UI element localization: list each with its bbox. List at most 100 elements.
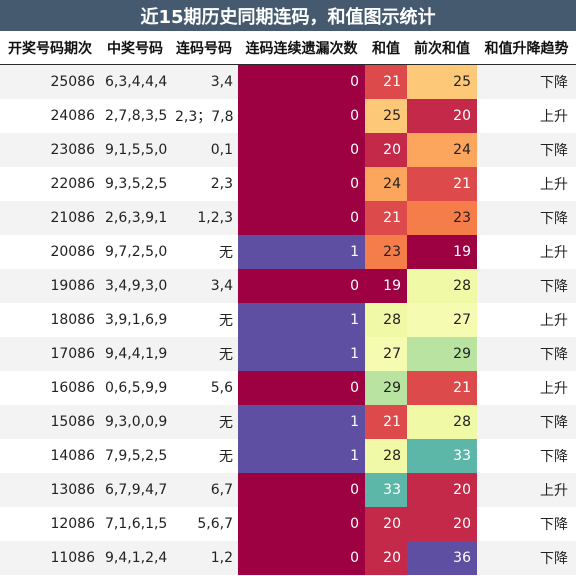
- miss-count-cell: 0: [238, 132, 365, 167]
- table-body: 25086 6,3,4,4,4 3,4 0 21 25 下降 24086 2,7,8,3,5 2,…: [0, 64, 576, 575]
- trend-cell: 下降: [477, 404, 576, 439]
- sum-cell: 21: [365, 404, 407, 439]
- period-cell: 21086: [0, 200, 100, 235]
- consecutive-cell: 5,6,7: [170, 506, 238, 541]
- miss-count-cell: 1: [238, 234, 365, 269]
- sum-cell: 28: [365, 438, 407, 473]
- period-cell: 16086: [0, 370, 100, 405]
- numbers-cell: 9,1,5,5,0: [100, 132, 170, 167]
- numbers-cell: 2,6,3,9,1: [100, 200, 170, 235]
- miss-count-cell: 1: [238, 404, 365, 439]
- consecutive-cell: 1,2,3: [170, 200, 238, 235]
- prev-sum-cell: 23: [407, 200, 477, 235]
- header-miss-count: 连码连续遗漏次数: [238, 31, 365, 65]
- sum-cell: 25: [365, 98, 407, 133]
- sum-cell: 27: [365, 336, 407, 371]
- numbers-cell: 6,7,9,4,7: [100, 472, 170, 507]
- table-row: 20086 9,7,2,5,0 无 1 23 19 上升: [0, 234, 576, 269]
- period-cell: 19086: [0, 268, 100, 303]
- numbers-cell: 6,3,4,4,4: [100, 64, 170, 99]
- period-cell: 22086: [0, 166, 100, 201]
- numbers-cell: 0,6,5,9,9: [100, 370, 170, 405]
- sum-cell: 20: [365, 132, 407, 167]
- table-title: 近15期历史同期连码，和值图示统计: [0, 0, 576, 31]
- miss-count-cell: 0: [238, 64, 365, 99]
- table-row: 22086 9,3,5,2,5 2,3 0 24 21 上升: [0, 166, 576, 201]
- period-cell: 24086: [0, 98, 100, 133]
- table-row: 24086 2,7,8,3,5 2,3；7,8 0 25 20 上升: [0, 98, 576, 133]
- consecutive-cell: 5,6: [170, 370, 238, 405]
- sum-cell: 21: [365, 64, 407, 99]
- numbers-cell: 7,1,6,1,5: [100, 506, 170, 541]
- miss-count-cell: 0: [238, 540, 365, 575]
- period-cell: 11086: [0, 540, 100, 575]
- prev-sum-cell: 36: [407, 540, 477, 575]
- consecutive-cell: 2,3: [170, 166, 238, 201]
- sum-cell: 19: [365, 268, 407, 303]
- header-sum: 和值: [365, 31, 407, 65]
- period-cell: 12086: [0, 506, 100, 541]
- table-row: 11086 9,4,1,2,4 1,2 0 20 36 下降: [0, 540, 576, 575]
- numbers-cell: 9,3,5,2,5: [100, 166, 170, 201]
- miss-count-cell: 1: [238, 438, 365, 473]
- table-row: 14086 7,9,5,2,5 无 1 28 33 下降: [0, 438, 576, 473]
- miss-count-cell: 0: [238, 166, 365, 201]
- prev-sum-cell: 19: [407, 234, 477, 269]
- trend-cell: 上升: [477, 234, 576, 269]
- prev-sum-cell: 20: [407, 98, 477, 133]
- sum-cell: 20: [365, 506, 407, 541]
- numbers-cell: 3,4,9,3,0: [100, 268, 170, 303]
- period-cell: 20086: [0, 234, 100, 269]
- miss-count-cell: 0: [238, 268, 365, 303]
- trend-cell: 上升: [477, 166, 576, 201]
- consecutive-cell: 1,2: [170, 540, 238, 575]
- period-cell: 25086: [0, 64, 100, 99]
- period-cell: 15086: [0, 404, 100, 439]
- miss-count-cell: 1: [238, 336, 365, 371]
- period-cell: 17086: [0, 336, 100, 371]
- prev-sum-cell: 21: [407, 370, 477, 405]
- miss-count-cell: 0: [238, 200, 365, 235]
- header-trend: 和值升降趋势: [477, 31, 576, 65]
- sum-cell: 33: [365, 472, 407, 507]
- prev-sum-cell: 21: [407, 166, 477, 201]
- table-row: 19086 3,4,9,3,0 3,4 0 19 28 下降: [0, 268, 576, 303]
- consecutive-cell: 无: [170, 336, 238, 371]
- table-row: 16086 0,6,5,9,9 5,6 0 29 21 上升: [0, 370, 576, 405]
- prev-sum-cell: 27: [407, 302, 477, 337]
- miss-count-cell: 0: [238, 370, 365, 405]
- header-consecutive: 连码号码: [170, 31, 238, 65]
- sum-cell: 29: [365, 370, 407, 405]
- consecutive-cell: 6,7: [170, 472, 238, 507]
- consecutive-cell: 2,3；7,8: [170, 98, 238, 133]
- consecutive-cell: 无: [170, 438, 238, 473]
- consecutive-cell: 无: [170, 302, 238, 337]
- period-cell: 18086: [0, 302, 100, 337]
- trend-cell: 上升: [477, 302, 576, 337]
- trend-cell: 下降: [477, 540, 576, 575]
- trend-cell: 上升: [477, 472, 576, 507]
- sum-cell: 24: [365, 166, 407, 201]
- trend-cell: 下降: [477, 336, 576, 371]
- prev-sum-cell: 28: [407, 268, 477, 303]
- consecutive-cell: 无: [170, 234, 238, 269]
- header-prev-sum: 前次和值: [407, 31, 477, 65]
- trend-cell: 下降: [477, 64, 576, 99]
- trend-cell: 下降: [477, 200, 576, 235]
- table-row: 18086 3,9,1,6,9 无 1 28 27 上升: [0, 302, 576, 337]
- period-cell: 14086: [0, 438, 100, 473]
- trend-cell: 下降: [477, 506, 576, 541]
- miss-count-cell: 1: [238, 302, 365, 337]
- numbers-cell: 9,4,1,2,4: [100, 540, 170, 575]
- table-row: 15086 9,3,0,0,9 无 1 21 28 下降: [0, 404, 576, 439]
- consecutive-cell: 3,4: [170, 268, 238, 303]
- prev-sum-cell: 20: [407, 472, 477, 507]
- consecutive-cell: 无: [170, 404, 238, 439]
- trend-cell: 下降: [477, 132, 576, 167]
- trend-cell: 下降: [477, 268, 576, 303]
- sum-cell: 23: [365, 234, 407, 269]
- miss-count-cell: 0: [238, 472, 365, 507]
- header-row: 开奖号码期次 中奖号码 连码号码 连码连续遗漏次数 和值 前次和值 和值升降趋势: [0, 31, 576, 65]
- numbers-cell: 3,9,1,6,9: [100, 302, 170, 337]
- prev-sum-cell: 33: [407, 438, 477, 473]
